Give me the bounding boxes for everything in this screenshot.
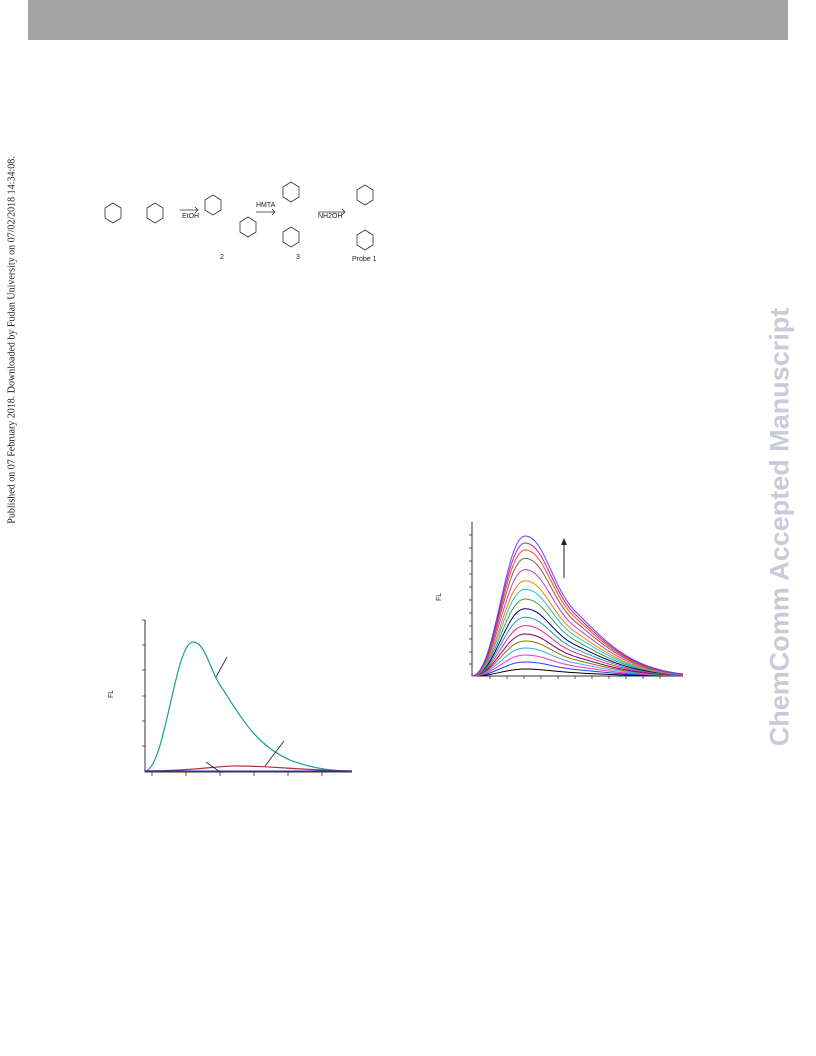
compound-label: 2 xyxy=(220,254,224,261)
figure-right xyxy=(469,522,684,679)
scheme xyxy=(104,181,374,251)
y-axis-label: FL xyxy=(108,690,115,698)
reagent: NH2OH xyxy=(318,213,343,220)
y-axis-label: FL xyxy=(436,593,443,601)
header-bar xyxy=(28,0,788,40)
figure-left xyxy=(142,619,353,776)
reagent: HMTA xyxy=(256,202,276,209)
compound-label: 3 xyxy=(296,254,300,261)
compound-label: Probe 1 xyxy=(352,256,377,263)
reagent: EtOH xyxy=(182,213,199,220)
